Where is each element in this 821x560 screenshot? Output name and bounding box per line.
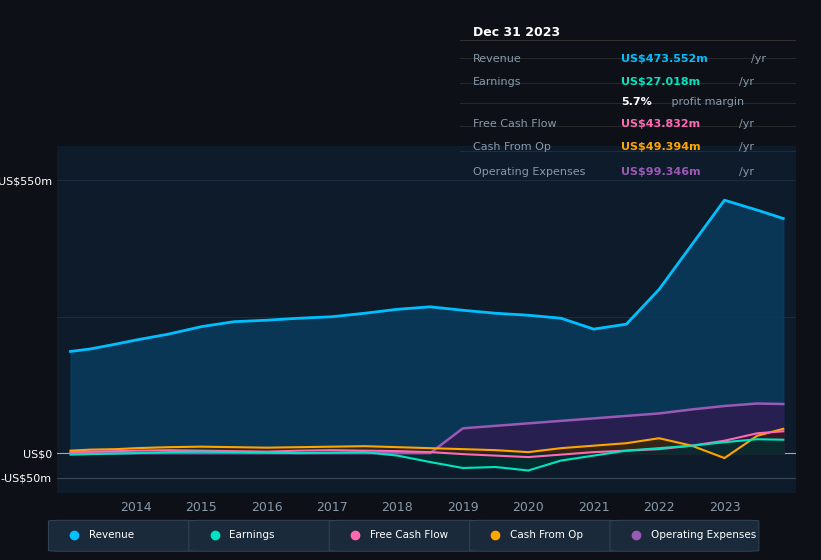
Text: Dec 31 2023: Dec 31 2023 [473, 26, 561, 39]
Text: US$99.346m: US$99.346m [621, 167, 701, 177]
FancyBboxPatch shape [329, 520, 478, 551]
Text: US$43.832m: US$43.832m [621, 119, 700, 129]
Text: US$49.394m: US$49.394m [621, 142, 701, 152]
Text: Revenue: Revenue [473, 54, 522, 64]
Text: US$473.552m: US$473.552m [621, 54, 708, 64]
Text: 5.7%: 5.7% [621, 97, 652, 107]
Text: Free Cash Flow: Free Cash Flow [370, 530, 448, 540]
FancyBboxPatch shape [48, 520, 197, 551]
Text: Free Cash Flow: Free Cash Flow [473, 119, 557, 129]
Text: Operating Expenses: Operating Expenses [651, 530, 756, 540]
Text: US$27.018m: US$27.018m [621, 77, 700, 87]
Text: Operating Expenses: Operating Expenses [473, 167, 585, 177]
Text: /yr: /yr [739, 119, 754, 129]
Text: Earnings: Earnings [473, 77, 521, 87]
Text: /yr: /yr [751, 54, 766, 64]
Text: /yr: /yr [739, 142, 754, 152]
FancyBboxPatch shape [470, 520, 618, 551]
Text: /yr: /yr [739, 167, 754, 177]
Text: Revenue: Revenue [89, 530, 134, 540]
FancyBboxPatch shape [610, 520, 759, 551]
Text: Cash From Op: Cash From Op [511, 530, 583, 540]
Text: /yr: /yr [739, 77, 754, 87]
Text: Cash From Op: Cash From Op [473, 142, 551, 152]
FancyBboxPatch shape [189, 520, 337, 551]
Text: profit margin: profit margin [668, 97, 745, 107]
Text: Earnings: Earnings [230, 530, 275, 540]
